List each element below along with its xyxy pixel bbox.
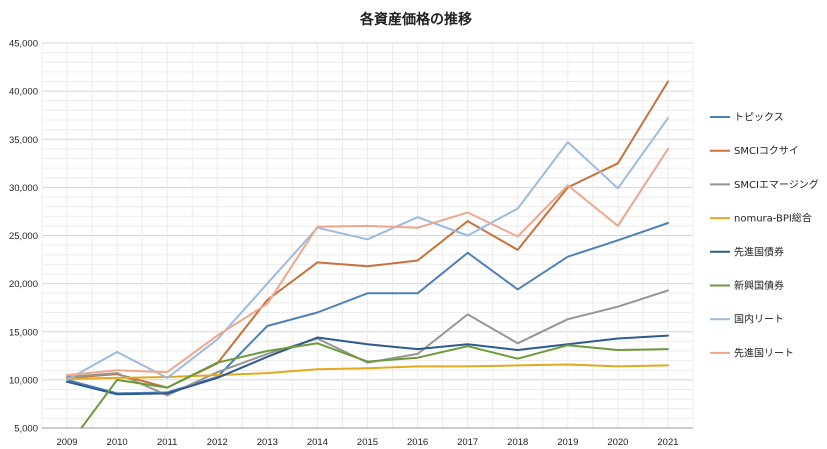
legend-label: 新興国債券 [734, 279, 784, 292]
y-tick-label: 15,000 [9, 327, 38, 338]
y-tick-label: 45,000 [9, 39, 38, 50]
axes: 5,000 10,000 15,000 20,000 25,000 30,000 35,00… [9, 39, 693, 448]
x-tick-label: 2010 [107, 437, 128, 448]
y-tick-label: 5,000 [14, 424, 38, 435]
x-tick-label: 2021 [657, 437, 678, 448]
x-tick-label: 2016 [407, 437, 428, 448]
y-tick-label: 10,000 [9, 375, 38, 386]
series-line-3 [66, 289, 669, 397]
x-tick-label: 2014 [307, 437, 328, 448]
chart-title: 各資産価格の推移 [359, 11, 472, 28]
series-line-6 [80, 342, 669, 428]
legend-label: SMCIコクサイ [734, 145, 799, 157]
legend-item: 先進国リート [710, 347, 794, 359]
series-layer [66, 80, 669, 428]
x-tick-label: 2019 [557, 437, 578, 448]
legend-label: SMCIエマージング [734, 178, 819, 191]
series-line-7 [66, 117, 669, 381]
x-tick-label: 2017 [457, 437, 478, 448]
legend-label: nomura-BPI総合 [734, 212, 812, 225]
x-tick-label: 2015 [357, 437, 378, 448]
y-tick-label: 30,000 [9, 183, 38, 194]
legend-label: 先進国債券 [734, 245, 784, 258]
legend-label: 国内リート [734, 313, 784, 326]
legend-label: トピックス [734, 112, 784, 124]
legend-item: 先進国債券 [710, 245, 784, 258]
x-tick-label: 2018 [507, 437, 528, 448]
x-tick-label: 2009 [56, 437, 77, 448]
legend-label: 先進国リート [734, 347, 794, 359]
y-tick-label: 35,000 [9, 135, 38, 146]
legend-item: 国内リート [710, 313, 784, 326]
x-tick-label: 2020 [607, 437, 628, 448]
series-line-8 [66, 147, 669, 377]
y-tick-label: 20,000 [9, 279, 38, 290]
legend: トピックス SMCIコクサイ SMCIエマージング nomura-BPI総合先進国債券… [710, 112, 819, 359]
x-tick-label: 2012 [207, 437, 228, 448]
gridlines [41, 42, 694, 429]
x-tick-label: 2013 [257, 437, 278, 448]
y-tick-label: 25,000 [9, 231, 38, 242]
legend-item: トピックス [710, 112, 784, 124]
legend-item: SMCIエマージング [710, 178, 819, 191]
y-tick-label: 40,000 [9, 87, 38, 98]
x-tick-label: 2011 [157, 437, 177, 448]
legend-item: SMCIコクサイ [710, 145, 799, 157]
legend-item: 新興国債券 [710, 279, 784, 292]
legend-item: nomura-BPI総合 [710, 212, 812, 225]
